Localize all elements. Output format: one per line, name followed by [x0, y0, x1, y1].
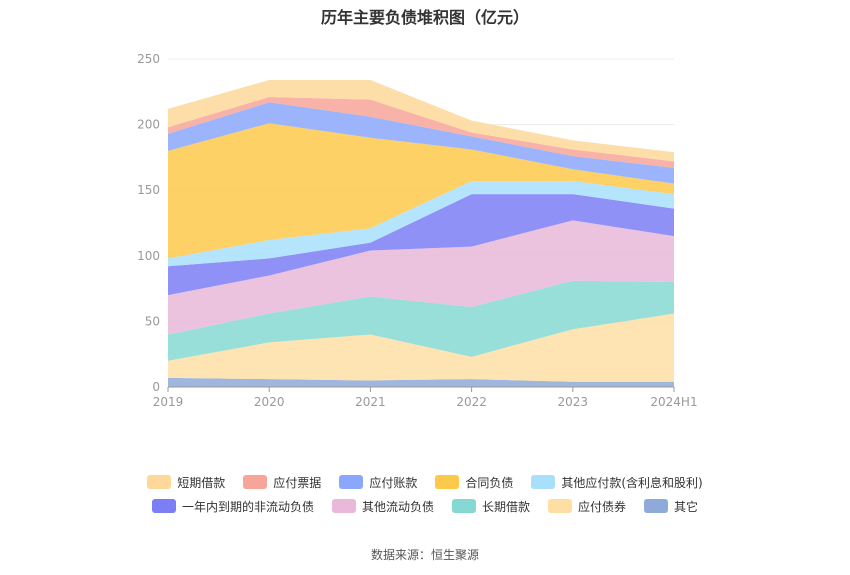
legend-swatch [531, 475, 556, 489]
x-axis: 2019 2020 2021 2022 2023 2024H1 [153, 386, 698, 409]
x-tick-label: 2020 [254, 395, 285, 409]
area-其它[interactable] [168, 377, 674, 387]
area-一年内到期的非流动负债[interactable] [168, 194, 674, 296]
legend-row-2: 一年内到期的非流动负债 其他流动负债 长期借款 应付债券 其它 [0, 494, 850, 518]
legend-label: 短期借款 [177, 475, 226, 490]
legend-item[interactable]: 其他流动负债 [331, 498, 434, 515]
stacked-area-chart: 0 50 100 150 200 250 2019 2020 2021 2022 2023 2024… [137, 52, 698, 409]
legend-item[interactable]: 合同负债 [435, 474, 513, 491]
legend-item[interactable]: 一年内到期的非流动负债 [151, 498, 314, 515]
legend-swatch [151, 499, 176, 513]
x-tick-label: 2023 [558, 395, 589, 409]
legend-item[interactable]: 其它 [644, 498, 698, 515]
area-短期借款[interactable] [168, 79, 674, 162]
legend-label: 应付票据 [273, 475, 322, 490]
area-应付债券[interactable] [168, 313, 674, 382]
legend-swatch [435, 475, 460, 489]
legend-row-1: 短期借款 应付票据 应付账款 合同负债 其他应付款(含利息和股利) [0, 470, 850, 494]
legend-label: 其他流动负债 [361, 499, 434, 514]
y-tick-label: 50 [145, 314, 160, 328]
area-其他应付款(含利息和股利)[interactable] [168, 181, 674, 267]
y-tick-label: 0 [152, 380, 160, 394]
chart-title: 历年主要负债堆积图（亿元） [320, 8, 529, 27]
area-应付票据[interactable] [168, 97, 674, 168]
legend-label: 其他应付款(含利息和股利) [561, 475, 703, 490]
legend-swatch [339, 475, 364, 489]
legend-item[interactable]: 应付票据 [243, 474, 321, 491]
area-其他流动负债[interactable] [168, 220, 674, 335]
legend-label: 应付债券 [578, 499, 627, 514]
legend: 短期借款 应付票据 应付账款 合同负债 其他应付款(含利息和股利) 一年内到期的非流动负… [0, 470, 850, 518]
legend-item[interactable]: 其他应付款(含利息和股利) [531, 474, 703, 491]
y-tick-label: 200 [137, 118, 160, 132]
x-tick-label: 2019 [153, 395, 184, 409]
legend-swatch [147, 475, 172, 489]
legend-swatch [644, 499, 669, 513]
legend-item[interactable]: 应付债券 [548, 498, 626, 515]
area-合同负债[interactable] [168, 123, 674, 259]
y-tick-label: 250 [137, 52, 160, 66]
legend-swatch [451, 499, 476, 513]
legend-label: 合同负债 [465, 475, 514, 490]
x-tick-label: 2022 [456, 395, 487, 409]
y-tick-label: 150 [137, 183, 160, 197]
legend-item[interactable]: 短期借款 [147, 474, 225, 491]
legend-swatch [243, 475, 268, 489]
y-axis-ticks: 0 50 100 150 200 250 [137, 52, 160, 394]
area-series [168, 79, 674, 387]
legend-swatch [548, 499, 572, 513]
x-tick-label: 2024H1 [650, 395, 697, 409]
y-tick-label: 100 [137, 249, 160, 263]
area-长期借款[interactable] [168, 280, 674, 361]
legend-label: 应付账款 [369, 475, 418, 490]
area-应付账款[interactable] [168, 102, 674, 184]
legend-label: 长期借款 [481, 499, 530, 514]
legend-item[interactable]: 应付账款 [339, 474, 417, 491]
legend-item[interactable]: 长期借款 [451, 498, 530, 515]
data-source-note: 数据来源：恒生聚源 [370, 548, 479, 562]
legend-label: 一年内到期的非流动负债 [181, 499, 314, 514]
legend-label: 其它 [674, 499, 699, 514]
legend-swatch [331, 499, 356, 513]
x-tick-label: 2021 [355, 395, 386, 409]
